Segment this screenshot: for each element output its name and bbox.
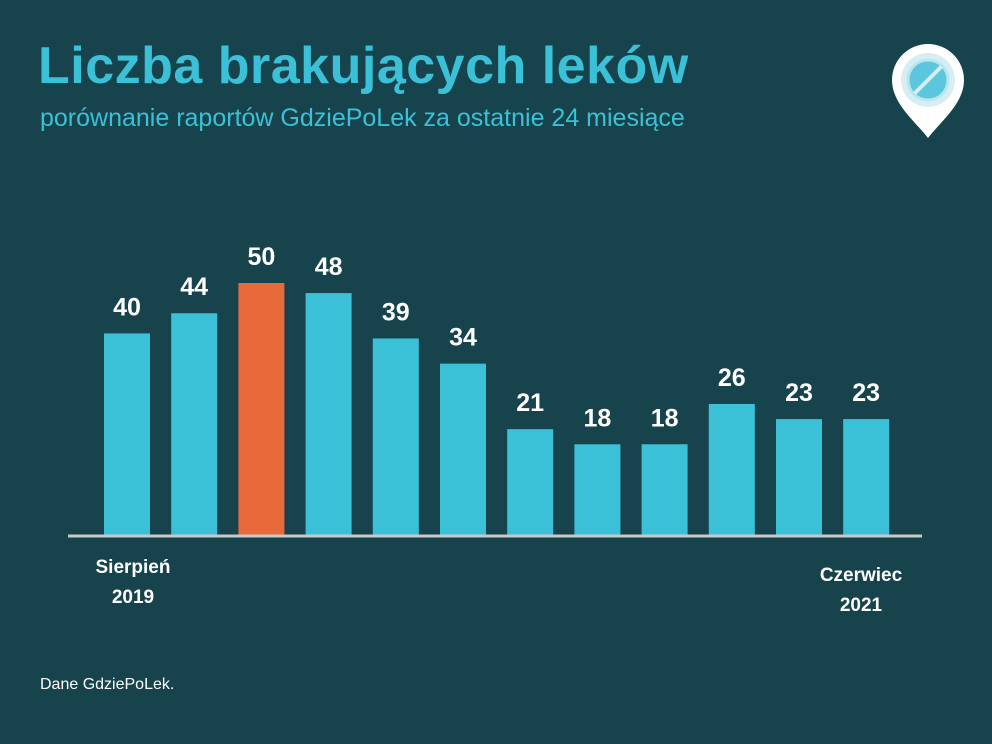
pill-location-logo-icon [892,44,964,138]
bar-value-label-12: 23 [852,379,880,407]
bar-value-label-3: 50 [247,243,275,271]
bar-12 [843,419,890,535]
bar-2 [171,313,218,535]
end-year: 2021 [839,595,883,616]
bar-value-label-11: 23 [785,379,813,407]
bar-value-label-2: 44 [180,273,208,301]
bar-1 [104,333,150,535]
chart-subtitle: porównanie raportów GdziePoLek za ostatn… [40,104,685,132]
bar-value-label-10: 26 [718,364,746,392]
bar-4 [305,293,352,535]
source-note: Dane GdziePoLek. [40,676,175,693]
bar-11 [776,419,822,535]
bar-value-label-8: 18 [583,404,611,432]
bar-6 [440,363,486,535]
end-month: Czerwiec [819,565,903,586]
bar-5 [372,338,419,535]
bar-3 [238,283,285,535]
bar-value-label-7: 21 [516,389,544,417]
start-year: 2019 [111,587,155,608]
bar-value-label-9: 18 [651,404,679,432]
bar-10 [708,403,755,535]
bar-9 [641,444,688,535]
bar-value-label-1: 40 [113,293,141,321]
bar-value-label-6: 34 [449,324,477,352]
bar-value-label-4: 48 [315,253,343,281]
x-axis-end-label: Czerwiec 2021 [806,561,916,621]
bar-value-label-5: 39 [382,298,410,326]
x-axis-start-label: Sierpień 2019 [80,553,186,613]
bar-8 [574,444,621,535]
chart-title: Liczba brakujących leków [38,37,689,95]
start-month: Sierpień [95,557,171,578]
bar-7 [507,429,554,535]
